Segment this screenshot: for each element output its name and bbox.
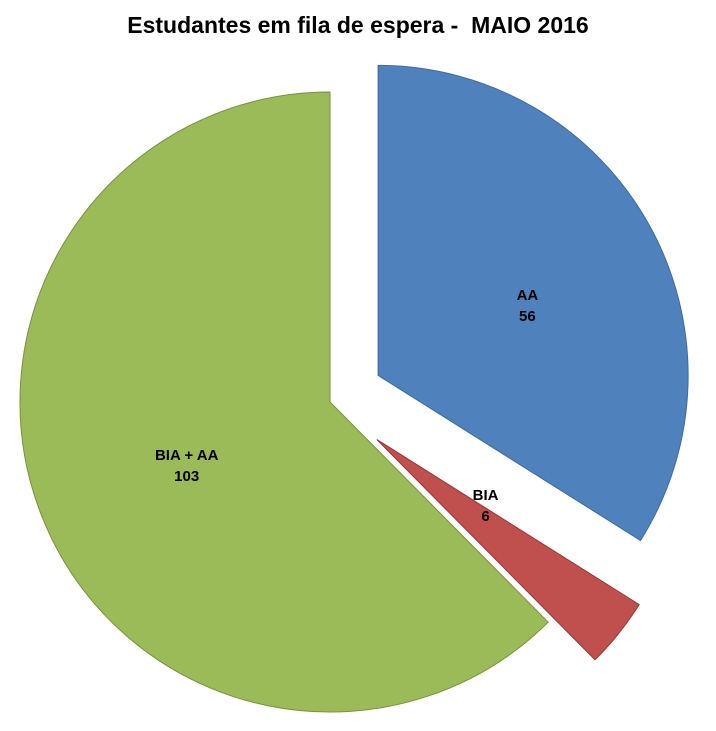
pie-slice-aa[interactable] — [377, 64, 689, 542]
slice-label-aa: AA 56 — [517, 287, 539, 325]
slice-label-bia: BIA 6 — [473, 487, 499, 525]
slice-label-bia-aa: BIA + AA 103 — [155, 447, 219, 485]
pie-slice-bia[interactable] — [376, 439, 640, 661]
pie-slice-bia-aa[interactable] — [19, 91, 549, 713]
chart-title: Estudantes em fila de espera - MAIO 2016 — [127, 12, 589, 38]
